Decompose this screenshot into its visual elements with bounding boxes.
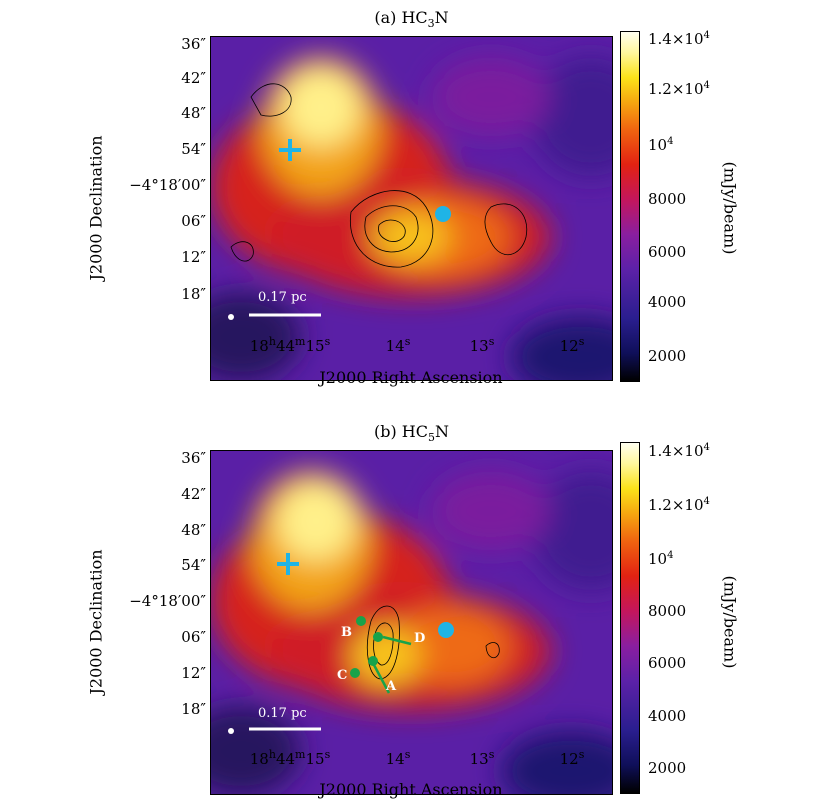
ytick: 36″ bbox=[181, 35, 206, 53]
panel-title: (a) HC3N bbox=[374, 8, 449, 31]
ytick: 06″ bbox=[181, 212, 206, 230]
xtick: 12s bbox=[559, 335, 585, 355]
ytick: 12″ bbox=[181, 248, 206, 266]
xtick: 18h44m15s bbox=[249, 748, 331, 768]
ytick: 36″ bbox=[181, 449, 206, 467]
x-axis-label: J2000 Right Ascension bbox=[319, 780, 503, 799]
ytick: 42″ bbox=[181, 69, 206, 87]
intensity-map bbox=[210, 36, 613, 381]
colorbar-tick: 1.4×104 bbox=[648, 30, 710, 48]
ytick: −4°18′00″ bbox=[129, 176, 206, 194]
ytick: 06″ bbox=[181, 628, 206, 646]
colorbar bbox=[620, 442, 640, 794]
panel-b: (b) HC5N bbox=[0, 406, 830, 812]
colorbar-tick: 8000 bbox=[648, 602, 687, 620]
colorbar-unit: (mJy/beam) bbox=[720, 575, 740, 669]
colorbar-tick: 104 bbox=[648, 136, 674, 154]
ytick: 54″ bbox=[181, 556, 206, 574]
y-axis-label: J2000 Declination bbox=[86, 549, 106, 695]
ytick: 48″ bbox=[181, 521, 206, 539]
circle-marker bbox=[438, 622, 454, 638]
panel-title: (b) HC5N bbox=[373, 422, 449, 445]
cross-marker bbox=[279, 139, 301, 161]
ytick: 48″ bbox=[181, 104, 206, 122]
xtick: 18h44m15s bbox=[249, 335, 331, 355]
intensity-map bbox=[210, 450, 613, 795]
colorbar-tick: 2000 bbox=[648, 347, 687, 365]
xtick: 12s bbox=[559, 748, 585, 768]
xtick: 13s bbox=[469, 748, 495, 768]
colorbar bbox=[620, 31, 640, 382]
core-label: B bbox=[341, 625, 352, 640]
xtick: 14s bbox=[385, 748, 411, 768]
cross-marker bbox=[277, 553, 299, 575]
core-label: D bbox=[414, 631, 426, 646]
xtick: 13s bbox=[469, 335, 495, 355]
circle-marker bbox=[435, 206, 451, 222]
ytick: 54″ bbox=[181, 140, 206, 158]
ytick: 18″ bbox=[181, 285, 206, 303]
core-label: A bbox=[386, 679, 397, 694]
colorbar-tick: 8000 bbox=[648, 190, 687, 208]
ytick: 42″ bbox=[181, 485, 206, 503]
core-label: C bbox=[337, 668, 348, 683]
ytick: −4°18′00″ bbox=[129, 592, 206, 610]
y-axis-label: J2000 Declination bbox=[86, 135, 106, 281]
panel-a: (a) HC3N bbox=[86, 8, 740, 387]
colorbar-tick: 6000 bbox=[648, 243, 687, 261]
scale-bar-label: 0.17 pc bbox=[258, 290, 307, 305]
xtick: 14s bbox=[385, 335, 411, 355]
colorbar-tick: 4000 bbox=[648, 707, 687, 725]
ytick: 18″ bbox=[181, 700, 206, 718]
ytick: 12″ bbox=[181, 664, 206, 682]
colorbar-unit: (mJy/beam) bbox=[720, 161, 740, 255]
colorbar-tick: 104 bbox=[648, 550, 674, 568]
colorbar-tick: 1.4×104 bbox=[648, 442, 710, 460]
scale-bar-label: 0.17 pc bbox=[258, 706, 307, 721]
colorbar-tick: 2000 bbox=[648, 759, 687, 777]
colorbar-tick: 1.2×104 bbox=[648, 496, 710, 514]
colorbar-tick: 4000 bbox=[648, 293, 687, 311]
colorbar-tick: 6000 bbox=[648, 654, 687, 672]
colorbar-tick: 1.2×104 bbox=[648, 80, 710, 98]
x-axis-label: J2000 Right Ascension bbox=[319, 368, 503, 387]
core-markers bbox=[350, 616, 383, 678]
